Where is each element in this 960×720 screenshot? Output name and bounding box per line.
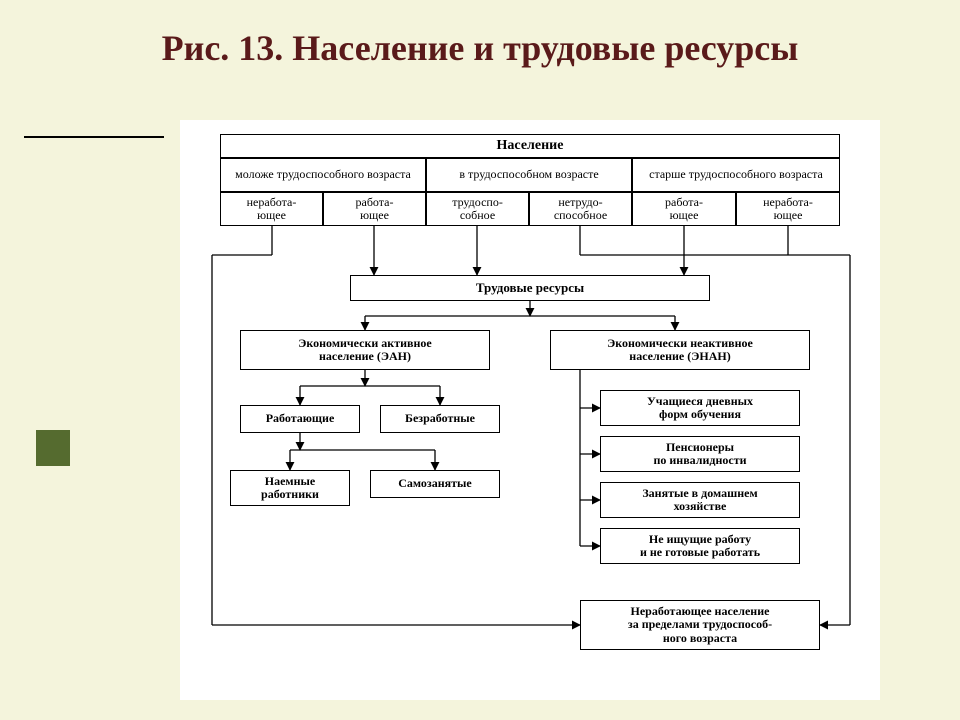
- title-rule: [24, 136, 164, 138]
- node-w_dis: нетрудо- способное: [529, 192, 632, 226]
- node-pension: Пенсионеры по инвалидности: [600, 436, 800, 472]
- node-enan: Экономически неактивное население (ЭНАН): [550, 330, 810, 370]
- node-pop: Население: [220, 134, 840, 158]
- node-unemp: Безработные: [380, 405, 500, 433]
- node-students: Учащиеся дневных форм обучения: [600, 390, 800, 426]
- node-age_old: старше трудоспособного возраста: [632, 158, 840, 192]
- flowchart: Населениемоложе трудоспособного возраста…: [180, 120, 880, 700]
- node-w_able: трудоспо- собное: [426, 192, 529, 226]
- node-notseek: Не ищущие работу и не готовые работать: [600, 528, 800, 564]
- node-hired: Наемные работники: [230, 470, 350, 506]
- node-working: Работающие: [240, 405, 360, 433]
- node-y_nw: неработа- ющее: [220, 192, 323, 226]
- slide-title: Рис. 13. Население и трудовые ресурсы: [0, 28, 960, 69]
- node-self: Самозанятые: [370, 470, 500, 498]
- accent-square: [36, 430, 70, 466]
- node-o_w: работа- ющее: [632, 192, 736, 226]
- node-y_w: работа- ющее: [323, 192, 426, 226]
- node-o_nw: неработа- ющее: [736, 192, 840, 226]
- node-ean: Экономически активное население (ЭАН): [240, 330, 490, 370]
- node-house: Занятые в домашнем хозяйстве: [600, 482, 800, 518]
- diagram-container: Населениемоложе трудоспособного возраста…: [180, 120, 880, 700]
- node-age_young: моложе трудоспособного возраста: [220, 158, 426, 192]
- slide: Рис. 13. Население и трудовые ресурсы На…: [0, 0, 960, 720]
- node-nonwork_out: Неработающее население за пределами труд…: [580, 600, 820, 650]
- node-age_work: в трудоспособном возрасте: [426, 158, 632, 192]
- node-labor: Трудовые ресурсы: [350, 275, 710, 301]
